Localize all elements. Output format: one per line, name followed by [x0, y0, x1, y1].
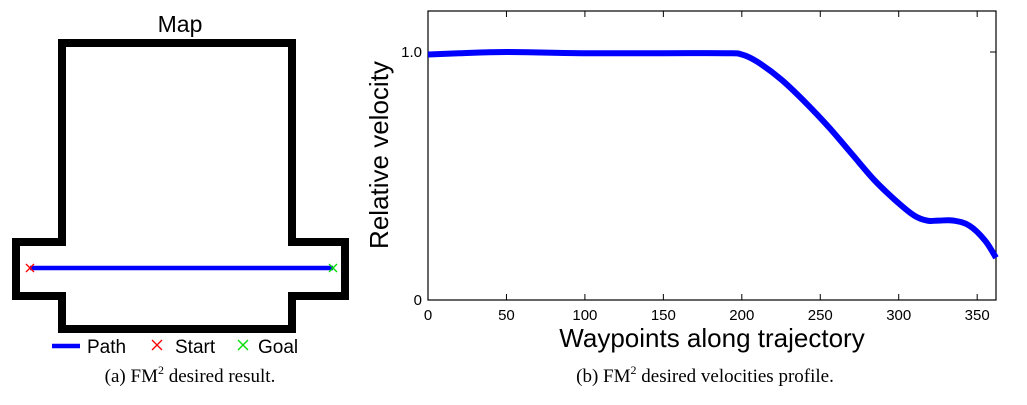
legend-goal-label: Goal — [258, 337, 298, 358]
legend-goal-swatch — [237, 339, 249, 351]
x-tick-label: 300 — [886, 307, 911, 324]
y-axis-label: Relative velocity — [364, 61, 394, 249]
velocity-chart: 0 50 100 150 200 250 300 350 01.0 Waypoints alo… — [364, 10, 999, 387]
x-tick-label: 350 — [965, 307, 990, 324]
x-axis-ticks: 0 50 100 150 200 250 300 350 — [424, 11, 990, 324]
caption-a: (a) FM2 desired result. — [105, 363, 276, 387]
x-tick-label: 50 — [498, 307, 515, 324]
map-legend: Path Start Goal — [52, 337, 298, 358]
start-marker — [25, 263, 35, 273]
y-tick-label: 1.0 — [401, 44, 422, 61]
y-axis-ticks: 01.0 — [401, 44, 996, 309]
legend-start-label: Start — [175, 337, 216, 358]
map-title: Map — [158, 11, 203, 37]
x-tick-label: 100 — [572, 307, 597, 324]
x-axis-label: Waypoints along trajectory — [559, 323, 864, 353]
legend-path-label: Path — [87, 337, 126, 358]
x-tick-label: 200 — [729, 307, 754, 324]
map-walls — [12, 39, 349, 333]
x-tick-label: 0 — [424, 307, 432, 324]
map-panel: Map Path Start Goal — [12, 11, 349, 387]
x-tick-label: 250 — [808, 307, 833, 324]
legend-start-swatch — [151, 339, 163, 351]
caption-b: (b) FM2 desired velocities profile. — [576, 363, 834, 387]
y-tick-label: 0 — [414, 292, 422, 309]
goal-marker — [328, 263, 338, 273]
series-line — [427, 49, 999, 260]
plot-frame — [427, 10, 997, 301]
x-tick-label: 150 — [651, 307, 676, 324]
